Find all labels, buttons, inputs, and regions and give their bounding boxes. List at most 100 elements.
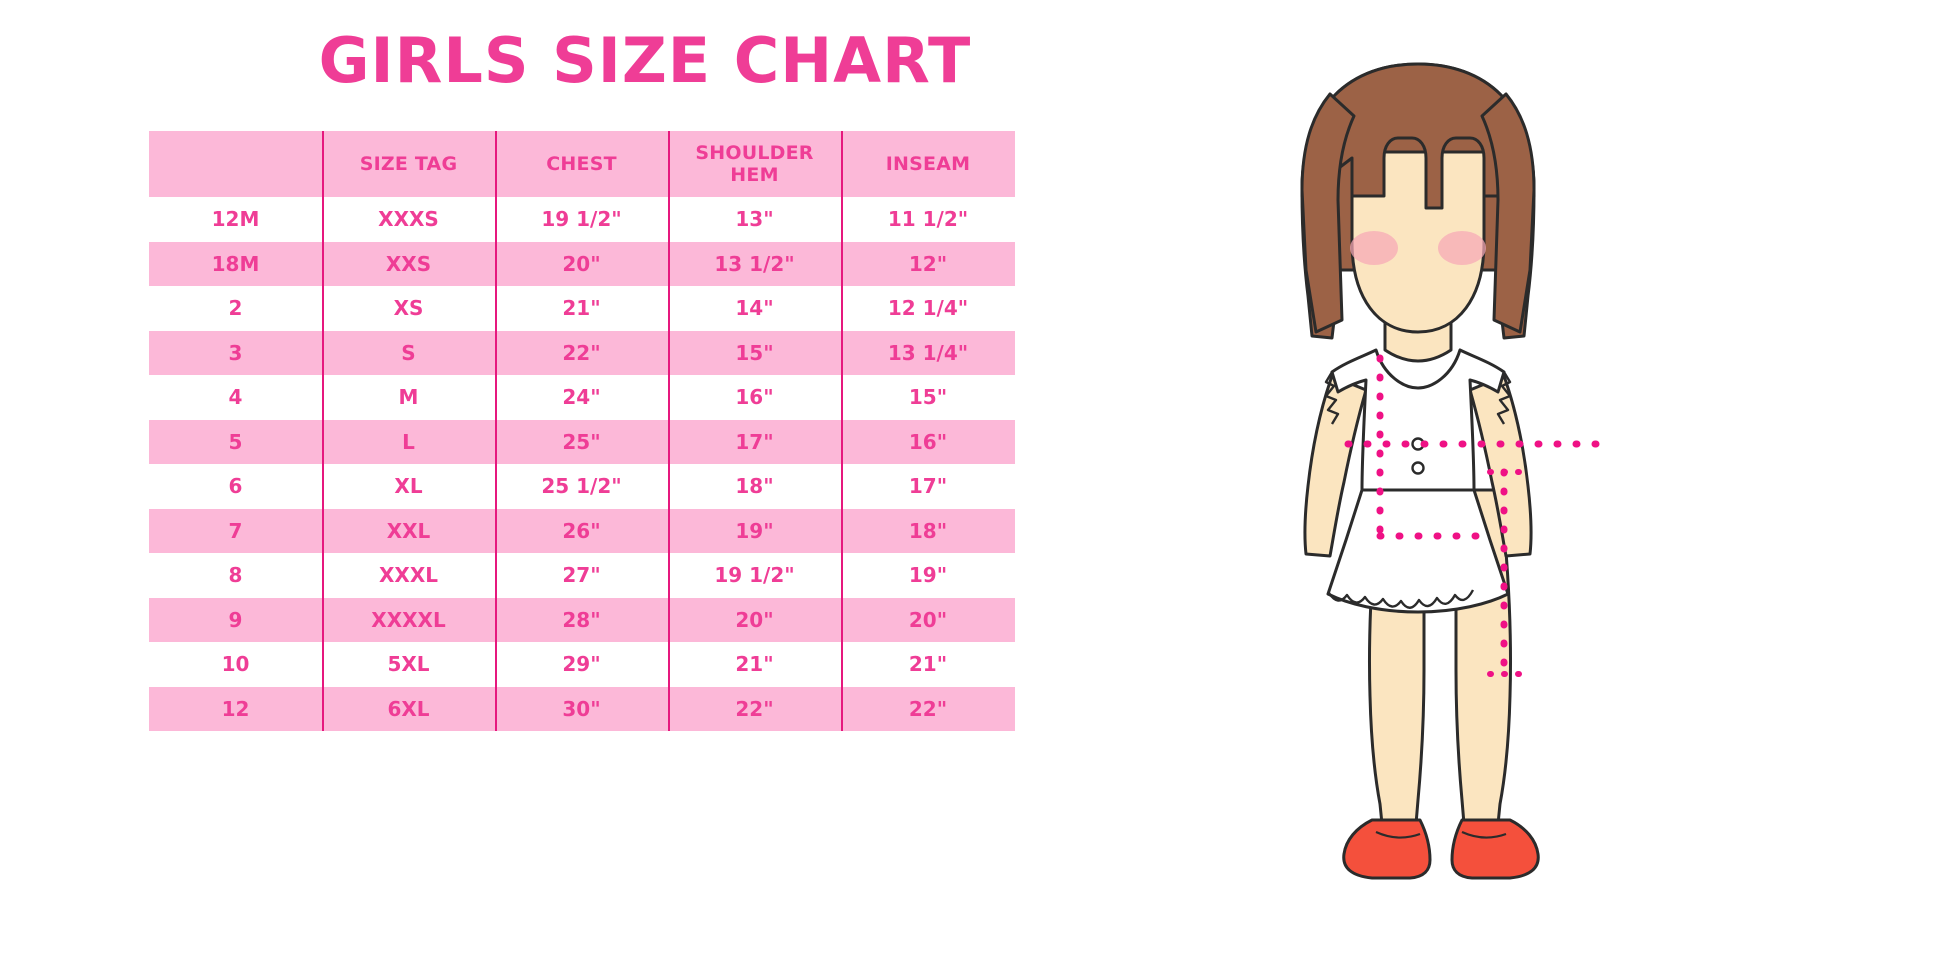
cell-inseam: 21" bbox=[841, 642, 1015, 687]
cell-inseam: 17" bbox=[841, 464, 1015, 509]
cell-chest: 29" bbox=[495, 642, 668, 687]
button-bottom-icon bbox=[1411, 461, 1425, 475]
cell-size: 4 bbox=[228, 385, 243, 410]
cell-shoulder-hem: 15" bbox=[668, 331, 841, 376]
table-header-row: SIZE TAG CHEST SHOULDER HEM INSEAM bbox=[149, 131, 1015, 197]
column-header-chest: CHEST bbox=[495, 131, 668, 197]
sleeve-ruffle-left-icon bbox=[1324, 371, 1340, 425]
cell-inseam: 15" bbox=[841, 375, 1015, 420]
cell-size: 12 bbox=[221, 696, 250, 721]
cell-inseam: 13 1/4" bbox=[841, 331, 1015, 376]
table-header: SIZE TAG CHEST SHOULDER HEM INSEAM bbox=[149, 131, 1015, 197]
cell-inseam: 20" bbox=[841, 598, 1015, 643]
cell-chest: 24" bbox=[495, 375, 668, 420]
table-row: 5 L 25" 17" 16" bbox=[149, 419, 1015, 465]
cell-inseam: 11 1/2" bbox=[841, 197, 1015, 242]
cell-size-tag: 5XL bbox=[322, 642, 495, 687]
cell-chest: 20" bbox=[495, 242, 668, 287]
cell-size: 5 bbox=[228, 429, 243, 454]
cell-chest: 27" bbox=[495, 553, 668, 598]
table-row: 6 XL 25 1/2" 18" 17" bbox=[149, 464, 1015, 509]
shoe-left-icon bbox=[1342, 818, 1432, 880]
cell-shoulder-hem: 19 1/2" bbox=[668, 553, 841, 598]
cell-shoulder-hem: 13 1/2" bbox=[668, 242, 841, 287]
cell-chest: 21" bbox=[495, 286, 668, 331]
table-row: 7 XXL 26" 19" 18" bbox=[149, 508, 1015, 554]
cell-inseam: 22" bbox=[841, 687, 1015, 732]
cell-size-tag: XXS bbox=[322, 242, 495, 287]
cell-size-tag: M bbox=[322, 375, 495, 420]
cell-size-tag: XL bbox=[322, 464, 495, 509]
cell-shoulder-hem: 20" bbox=[668, 598, 841, 643]
cell-chest: 25 1/2" bbox=[495, 464, 668, 509]
column-header-shoulder-hem: SHOULDER HEM bbox=[668, 131, 841, 197]
cell-size: 7 bbox=[228, 518, 243, 543]
cell-size: 9 bbox=[228, 607, 243, 632]
cell-size: 6 bbox=[228, 474, 243, 499]
blush-left-icon bbox=[1350, 231, 1398, 265]
size-table: SIZE TAG CHEST SHOULDER HEM INSEAM 12M XX… bbox=[149, 131, 1015, 731]
cell-inseam: 18" bbox=[841, 509, 1015, 554]
cell-size: 10 bbox=[221, 652, 250, 677]
table-row: 9 XXXXL 28" 20" 20" bbox=[149, 597, 1015, 643]
cell-chest: 25" bbox=[495, 420, 668, 465]
cell-shoulder-hem: 21" bbox=[668, 642, 841, 687]
table-row: 10 5XL 29" 21" 21" bbox=[149, 642, 1015, 687]
cell-inseam: 12 1/4" bbox=[841, 286, 1015, 331]
cell-size-tag: S bbox=[322, 331, 495, 376]
table-row: 8 XXXL 27" 19 1/2" 19" bbox=[149, 553, 1015, 598]
shoe-right-strap-icon bbox=[1461, 830, 1507, 839]
cell-chest: 28" bbox=[495, 598, 668, 643]
cell-chest: 19 1/2" bbox=[495, 197, 668, 242]
table-row: 3 S 22" 15" 13 1/4" bbox=[149, 330, 1015, 376]
table-body: 12M XXXS 19 1/2" 13" 11 1/2" 18M XXS 20" 13 1/2"… bbox=[149, 197, 1015, 731]
girl-illustration-panel: CHEST SHOULDER TO HEM INSEAM bbox=[1080, 20, 1946, 960]
blush-right-icon bbox=[1438, 231, 1486, 265]
cell-chest: 26" bbox=[495, 509, 668, 554]
table-row: 18M XXS 20" 13 1/2" 12" bbox=[149, 241, 1015, 287]
page-title: GIRLS SIZE CHART bbox=[318, 24, 972, 97]
table-row: 12 6XL 30" 22" 22" bbox=[149, 686, 1015, 732]
cell-shoulder-hem: 18" bbox=[668, 464, 841, 509]
cell-size-tag: XXXXL bbox=[322, 598, 495, 643]
cell-size-tag: 6XL bbox=[322, 687, 495, 732]
cell-shoulder-hem: 19" bbox=[668, 509, 841, 554]
cell-size-tag: XXXL bbox=[322, 553, 495, 598]
skirt-icon bbox=[1326, 488, 1510, 614]
skirt-hem-scallop-icon bbox=[1327, 589, 1475, 609]
top-garment-icon bbox=[1330, 348, 1506, 508]
cell-size-tag: XXL bbox=[322, 509, 495, 554]
hair-fringe-icon bbox=[1300, 62, 1536, 210]
cell-inseam: 19" bbox=[841, 553, 1015, 598]
arm-left-icon bbox=[1303, 374, 1368, 558]
table-row: 12M XXXS 19 1/2" 13" 11 1/2" bbox=[149, 197, 1015, 242]
cell-size: 12M bbox=[211, 207, 260, 232]
column-header-size-tag: SIZE TAG bbox=[322, 131, 495, 197]
sleeve-ruffle-right-icon bbox=[1496, 371, 1512, 425]
cell-shoulder-hem: 13" bbox=[668, 197, 841, 242]
cell-size: 8 bbox=[228, 563, 243, 588]
cell-inseam: 16" bbox=[841, 420, 1015, 465]
cell-chest: 30" bbox=[495, 687, 668, 732]
cell-size: 2 bbox=[228, 296, 243, 321]
column-header-size bbox=[149, 131, 322, 197]
girl-illustration bbox=[1300, 62, 1618, 880]
table-row: 2 XS 21" 14" 12 1/4" bbox=[149, 286, 1015, 331]
size-table-container: SIZE TAG CHEST SHOULDER HEM INSEAM 12M XX… bbox=[149, 131, 1015, 731]
cell-shoulder-hem: 14" bbox=[668, 286, 841, 331]
cell-size-tag: XXXS bbox=[322, 197, 495, 242]
cell-shoulder-hem: 22" bbox=[668, 687, 841, 732]
column-header-inseam: INSEAM bbox=[841, 131, 1015, 197]
shoe-left-strap-icon bbox=[1375, 830, 1421, 839]
cell-inseam: 12" bbox=[841, 242, 1015, 287]
hair-side-left-icon bbox=[1300, 92, 1356, 334]
cell-shoulder-hem: 17" bbox=[668, 420, 841, 465]
shoe-right-icon bbox=[1450, 818, 1540, 880]
cell-size-tag: L bbox=[322, 420, 495, 465]
hair-side-right-icon bbox=[1480, 92, 1536, 334]
cell-size: 3 bbox=[228, 340, 243, 365]
cell-size: 18M bbox=[211, 251, 260, 276]
cell-chest: 22" bbox=[495, 331, 668, 376]
table-row: 4 M 24" 16" 15" bbox=[149, 375, 1015, 420]
